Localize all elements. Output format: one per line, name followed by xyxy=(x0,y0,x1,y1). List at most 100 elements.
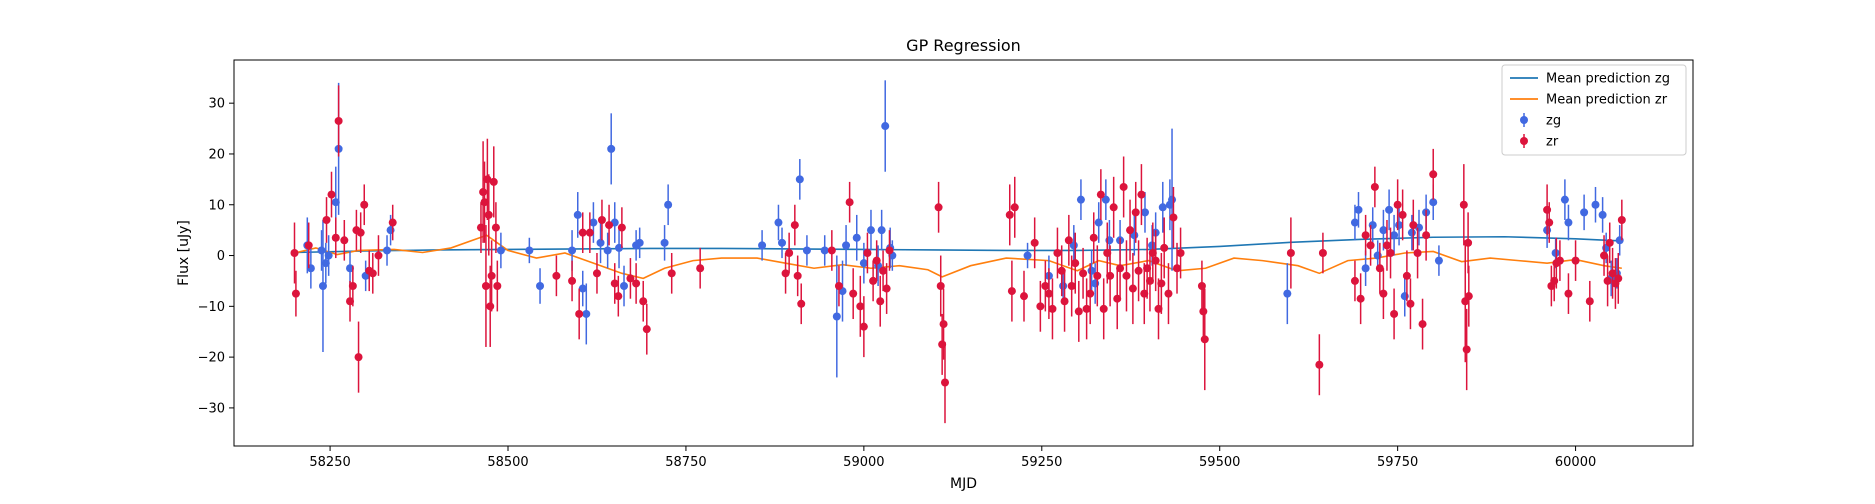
zr-point xyxy=(696,264,705,273)
zr-point xyxy=(1067,282,1076,291)
zr-point xyxy=(1605,238,1614,247)
zg-point xyxy=(881,122,890,131)
zr-point xyxy=(1422,231,1431,240)
zr-point xyxy=(356,228,365,237)
zr-point xyxy=(1134,266,1143,275)
zr-point xyxy=(614,292,623,301)
zr-point xyxy=(1600,251,1609,260)
zr-point xyxy=(639,297,648,306)
zr-point xyxy=(1398,210,1407,219)
zr-point xyxy=(1057,266,1066,275)
zg-point xyxy=(596,238,605,247)
zr-point xyxy=(1096,190,1105,199)
y-tick-label: 20 xyxy=(208,147,225,162)
x-tick-label: 59250 xyxy=(1021,455,1062,470)
zr-point xyxy=(1041,282,1050,291)
zr-point xyxy=(340,236,349,245)
legend: Mean prediction zg Mean prediction zr zg zr xyxy=(1501,64,1687,156)
zr-point xyxy=(940,378,949,387)
zr-point xyxy=(1564,289,1573,298)
zr-point xyxy=(368,269,377,278)
zg-point xyxy=(1407,228,1416,237)
zg-point xyxy=(589,218,598,227)
zr-point xyxy=(1617,215,1626,224)
zg-point xyxy=(859,259,868,268)
zr-point xyxy=(1030,238,1039,247)
zg-point xyxy=(1598,210,1607,219)
lines-layer xyxy=(294,234,1622,280)
zr-point xyxy=(1079,269,1088,278)
zr-point xyxy=(486,302,495,311)
zr-point xyxy=(1036,302,1045,311)
zr-point xyxy=(1370,182,1379,191)
zg-point xyxy=(346,264,355,273)
zg-point xyxy=(1361,264,1370,273)
zr-point xyxy=(360,200,369,209)
zr-point xyxy=(348,282,357,291)
zg-point xyxy=(778,238,787,247)
zr-point xyxy=(1143,264,1152,273)
zr-point xyxy=(1140,289,1149,298)
zr-point xyxy=(1608,269,1617,278)
zg-point xyxy=(820,246,829,255)
zr-point xyxy=(1071,259,1080,268)
zr-point xyxy=(1131,208,1140,217)
x-axis-label: MJD xyxy=(950,476,977,492)
zr-point xyxy=(1603,276,1612,285)
zr-point xyxy=(626,274,635,283)
zr-point xyxy=(1119,182,1128,191)
zr-point xyxy=(667,269,676,278)
series-line-mean-prediction-zr xyxy=(294,234,1622,280)
zr-point xyxy=(1462,345,1471,354)
legend-label: zg xyxy=(1546,114,1561,129)
x-tick-label: 58750 xyxy=(665,455,706,470)
zg-point xyxy=(1076,195,1085,204)
zg-point xyxy=(1158,203,1167,212)
zg-point xyxy=(573,210,582,219)
zr-point xyxy=(1361,231,1370,240)
zr-point xyxy=(1099,304,1108,313)
zr-point xyxy=(1157,279,1166,288)
zr-point xyxy=(1379,289,1388,298)
legend-marker-swatch xyxy=(1520,137,1528,145)
zg-point xyxy=(1390,231,1399,240)
zg-point xyxy=(660,238,669,247)
zr-point xyxy=(1393,200,1402,209)
zr-point xyxy=(793,271,802,280)
zg-point xyxy=(1059,282,1068,291)
zr-point xyxy=(617,223,626,232)
x-tick-label: 59750 xyxy=(1377,455,1418,470)
zr-point xyxy=(552,271,561,280)
zr-point xyxy=(1386,249,1395,257)
zr-point xyxy=(1286,249,1295,257)
zr-point xyxy=(1116,264,1125,273)
zr-point xyxy=(797,299,806,308)
zr-point xyxy=(1089,233,1098,242)
zr-point xyxy=(1585,297,1594,306)
zg-point xyxy=(1560,195,1569,204)
zg-point xyxy=(582,309,591,318)
zr-point xyxy=(334,116,343,125)
zr-point xyxy=(578,228,587,237)
zg-point xyxy=(1564,218,1573,227)
zr-point xyxy=(1409,221,1418,230)
zr-point xyxy=(1173,264,1182,273)
zr-point xyxy=(785,249,794,257)
zr-point xyxy=(1082,304,1091,313)
zr-point xyxy=(1464,292,1473,301)
errorbars-layer xyxy=(290,80,1626,424)
zr-point xyxy=(374,251,383,260)
zg-point xyxy=(758,241,767,250)
zr-point xyxy=(1048,304,1057,313)
zr-point xyxy=(592,269,601,278)
series-line-mean-prediction-zg xyxy=(294,235,1619,254)
zg-point xyxy=(615,243,624,252)
zr-point xyxy=(1151,256,1160,265)
zr-point xyxy=(859,322,868,331)
zg-point xyxy=(1354,205,1363,214)
zr-point xyxy=(1145,276,1154,285)
x-tick-label: 59000 xyxy=(843,455,884,470)
zr-point xyxy=(876,297,885,306)
x-tick-label: 58250 xyxy=(309,455,350,470)
